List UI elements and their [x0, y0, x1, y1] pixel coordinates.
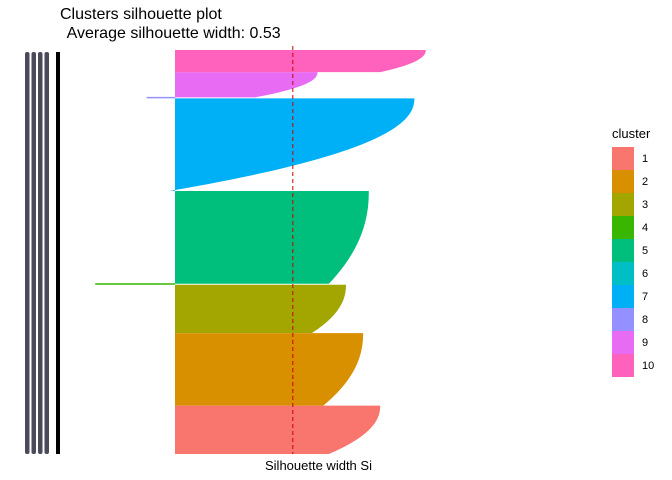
legend-item-5: 5 [612, 239, 654, 262]
legend-label: 4 [642, 221, 649, 234]
legend-swatch [612, 354, 634, 377]
legend-swatch [612, 239, 634, 262]
legend-label: 1 [642, 152, 649, 165]
legend-item-10: 10 [612, 354, 654, 377]
legend-swatch [612, 147, 634, 170]
cluster-7-silhouette [169, 98, 415, 192]
cluster-3-silhouette [175, 284, 346, 334]
legend-label: 3 [642, 198, 649, 211]
legend-label: 5 [642, 244, 649, 257]
legend-title: cluster [612, 126, 651, 141]
observation-tick-strip [25, 52, 60, 454]
legend-item-3: 3 [612, 193, 654, 216]
x-axis-label: Silhouette width Si [265, 458, 372, 473]
legend-swatch [612, 262, 634, 285]
chart-subtitle: Average silhouette width: 0.53 [63, 25, 281, 42]
legend-item-9: 9 [612, 331, 654, 354]
y-axis-bar [56, 52, 60, 454]
legend-item-6: 6 [612, 262, 654, 285]
cluster-8-bar [146, 96, 175, 99]
legend-label: 2 [642, 175, 649, 188]
observation-tick-column [25, 52, 30, 454]
legend-swatch [612, 285, 634, 308]
legend-item-2: 2 [612, 170, 654, 193]
cluster-9-silhouette [175, 72, 318, 98]
cluster-5-silhouette [175, 191, 369, 284]
legend-item-8: 8 [612, 308, 654, 331]
legend-swatch [612, 308, 634, 331]
legend-items: 1 2 3 4 5 6 7 8 9 10 [612, 147, 654, 377]
cluster-10-silhouette [175, 50, 426, 73]
legend-swatch [612, 216, 634, 239]
cluster-1-silhouette [175, 405, 381, 454]
legend-swatch [612, 331, 634, 354]
observation-tick-column [44, 52, 49, 454]
legend-item-1: 1 [612, 147, 654, 170]
legend-label: 6 [642, 267, 649, 280]
legend-label: 10 [642, 359, 655, 372]
legend-swatch [612, 170, 634, 193]
legend-item-4: 4 [612, 216, 654, 239]
legend: cluster 1 2 3 4 5 6 7 8 9 10 [612, 126, 654, 377]
cluster-2-silhouette [175, 333, 364, 406]
cluster-4-bar [95, 283, 175, 285]
legend-label: 8 [642, 313, 649, 326]
observation-tick-column [38, 52, 43, 454]
chart-title: Clusters silhouette plot [60, 6, 222, 23]
legend-label: 7 [642, 290, 649, 303]
legend-label: 9 [642, 336, 649, 349]
legend-swatch [612, 193, 634, 216]
observation-tick-column [31, 52, 36, 454]
legend-item-7: 7 [612, 285, 654, 308]
